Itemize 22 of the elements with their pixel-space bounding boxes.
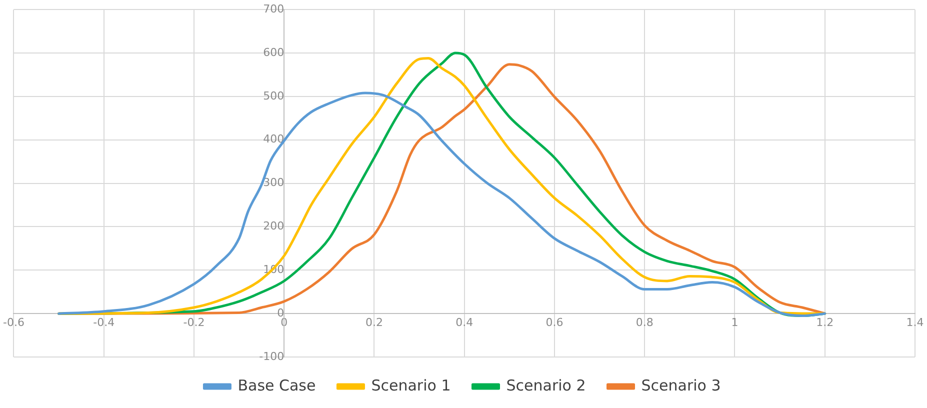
y-tick-label: 200	[263, 220, 284, 233]
legend-label: Scenario 3	[641, 376, 721, 394]
x-tick-label: -0.4	[93, 316, 115, 330]
x-tick-label: -0.2	[183, 316, 205, 330]
y-tick-label: 300	[263, 176, 284, 190]
legend-label: Scenario 1	[371, 376, 451, 394]
y-tick-label: 700	[263, 2, 284, 16]
x-tick-label: -0.6	[2, 316, 24, 330]
y-tick-label: -100	[259, 350, 284, 363]
x-tick-label: 0.4	[456, 316, 474, 330]
y-tick-label: 0	[277, 306, 284, 320]
x-tick-label: 0.8	[636, 316, 654, 330]
y-tick-label: 600	[263, 46, 284, 59]
x-tick-label: 0.2	[365, 316, 383, 330]
legend-label: Base Case	[238, 376, 316, 394]
x-tick-label: 1.4	[906, 316, 924, 330]
legend-label: Scenario 2	[506, 376, 586, 394]
y-tick-label: 400	[263, 132, 284, 146]
x-tick-label: 0.6	[546, 316, 564, 330]
x-tick-label: 1.2	[816, 316, 834, 330]
y-tick-label: 500	[263, 89, 284, 102]
x-tick-label: 1	[731, 316, 738, 330]
